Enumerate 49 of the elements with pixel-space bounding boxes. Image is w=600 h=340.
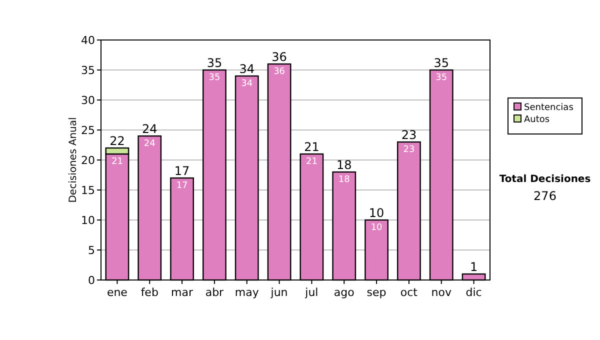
x-tick-label: feb <box>140 286 158 299</box>
x-tick-label: dic <box>466 286 482 299</box>
y-tick-label: 30 <box>81 94 95 107</box>
legend-label: Autos <box>524 115 550 126</box>
x-tick-label: nov <box>431 286 452 299</box>
data-label: 17 <box>176 181 188 191</box>
x-tick-label: mar <box>171 286 194 299</box>
x-tick-label: jun <box>270 286 288 299</box>
total-label: 35 <box>206 56 222 70</box>
data-label: 23 <box>403 145 415 155</box>
y-tick-label: 20 <box>81 154 95 167</box>
y-tick-label: 35 <box>81 64 95 77</box>
total-label: 23 <box>401 128 417 142</box>
total-label: 34 <box>239 62 255 76</box>
x-tick-label: ago <box>334 286 355 299</box>
total-label: 21 <box>304 140 320 154</box>
data-label: 36 <box>274 67 286 77</box>
total-label: 22 <box>110 134 125 148</box>
data-label: 24 <box>144 139 156 149</box>
data-label: 18 <box>338 175 350 185</box>
y-tick-label: 15 <box>81 184 95 197</box>
y-tick-label: 0 <box>88 274 95 287</box>
y-tick-label: 10 <box>81 214 95 227</box>
data-label: 21 <box>111 157 123 167</box>
data-label: 34 <box>241 79 253 89</box>
total-label: 24 <box>142 122 158 136</box>
total-label: 1 <box>470 260 478 274</box>
x-tick-label: jul <box>304 286 318 299</box>
data-label: 10 <box>370 223 383 233</box>
total-label: 36 <box>272 50 287 64</box>
total-label: 17 <box>174 164 190 178</box>
total-label: 18 <box>336 158 352 172</box>
data-label: 21 <box>306 157 318 167</box>
x-tick-label: may <box>234 286 260 299</box>
x-tick-label: sep <box>366 286 386 299</box>
text: Total Decisiones <box>499 174 591 185</box>
text: 276 <box>534 189 556 203</box>
total-label: 10 <box>368 206 384 220</box>
legend-label: Sentencias <box>524 103 574 114</box>
total-label: 35 <box>434 56 450 70</box>
x-tick-label: ene <box>106 286 128 299</box>
y-tick-label: 5 <box>88 244 95 257</box>
y-tick-label: 25 <box>81 124 95 137</box>
data-label: 35 <box>208 73 220 83</box>
x-tick-label: abr <box>205 286 224 299</box>
data-label: 35 <box>436 73 448 83</box>
x-tick-label: oct <box>400 286 418 299</box>
y-tick-label: 40 <box>81 34 95 47</box>
y-axis-title: Decisiones Anual <box>68 117 79 203</box>
